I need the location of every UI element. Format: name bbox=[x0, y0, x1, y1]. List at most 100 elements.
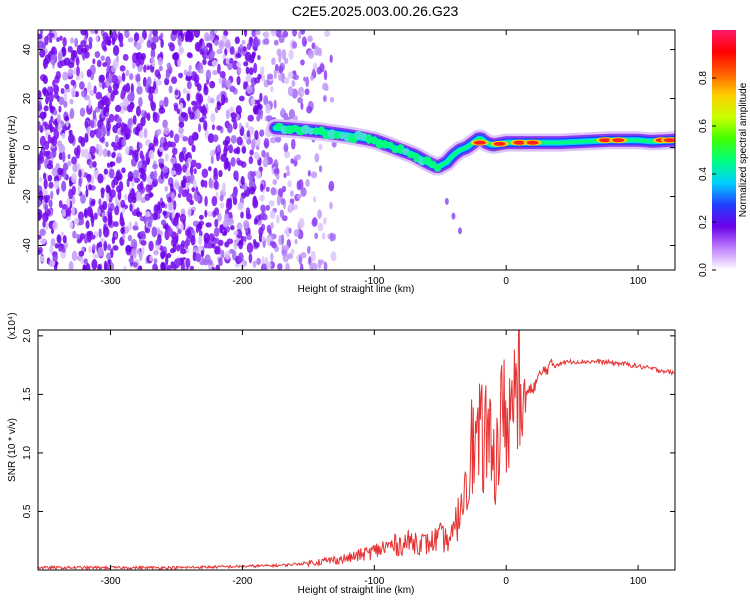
noise-blob bbox=[186, 175, 192, 183]
noise-blob bbox=[217, 212, 222, 222]
noise-blob bbox=[38, 190, 43, 201]
noise-blob bbox=[94, 51, 101, 58]
noise-blob bbox=[175, 163, 182, 173]
noise-blob bbox=[133, 32, 140, 42]
noise-blob bbox=[219, 70, 226, 79]
noise-blob bbox=[71, 172, 77, 184]
snr-x-tick-label: -300 bbox=[101, 576, 121, 587]
noise-blob bbox=[276, 195, 281, 206]
noise-blob bbox=[62, 162, 69, 171]
noise-blob bbox=[62, 125, 68, 132]
noise-blob bbox=[256, 257, 261, 266]
noise-blob bbox=[151, 226, 158, 238]
snr-y-tick-label: 2.0 bbox=[22, 328, 33, 342]
noise-blob bbox=[245, 74, 252, 83]
noise-blob bbox=[176, 257, 181, 266]
noise-blob bbox=[46, 194, 51, 201]
noise-blob bbox=[148, 32, 152, 41]
noise-blob bbox=[140, 116, 146, 127]
noise-blob bbox=[323, 217, 327, 225]
noise-blob bbox=[38, 155, 45, 164]
noise-blob bbox=[132, 115, 137, 125]
noise-blob bbox=[202, 58, 207, 66]
noise-blob bbox=[75, 91, 79, 98]
signal-peak-core bbox=[599, 138, 612, 143]
noise-blob bbox=[261, 255, 265, 266]
noise-blob bbox=[106, 252, 112, 260]
noise-blob bbox=[152, 263, 158, 270]
noise-blob bbox=[76, 65, 80, 77]
figure-title: C2E5.2025.003.00.26.G23 bbox=[292, 3, 459, 19]
noise-blob bbox=[221, 94, 226, 106]
noise-blob bbox=[309, 261, 314, 270]
noise-blob bbox=[270, 222, 274, 230]
noise-blob bbox=[229, 46, 235, 55]
noise-blob bbox=[178, 72, 184, 79]
noise-blob bbox=[135, 105, 141, 117]
noise-blob bbox=[53, 84, 59, 95]
noise-blob bbox=[102, 61, 108, 68]
noise-blob bbox=[182, 136, 189, 142]
noise-blob bbox=[173, 179, 180, 190]
noise-blob bbox=[307, 49, 315, 59]
noise-blob bbox=[63, 57, 71, 66]
noise-blob bbox=[43, 59, 47, 70]
noise-blob bbox=[276, 173, 280, 180]
noise-blob bbox=[314, 232, 319, 240]
noise-blob bbox=[211, 243, 216, 249]
noise-blob bbox=[148, 192, 154, 198]
noise-blob bbox=[85, 263, 91, 270]
noise-blob bbox=[207, 133, 215, 144]
noise-blob bbox=[283, 142, 289, 153]
noise-blob bbox=[109, 189, 116, 198]
noise-blob bbox=[222, 139, 229, 146]
noise-blob bbox=[184, 239, 189, 250]
noise-blob bbox=[83, 258, 88, 265]
noise-blob bbox=[323, 261, 328, 270]
noise-blob bbox=[226, 39, 231, 49]
noise-blob bbox=[138, 96, 143, 108]
noise-blob bbox=[163, 96, 169, 108]
noise-blob bbox=[98, 228, 102, 238]
noise-blob bbox=[125, 146, 130, 155]
noise-blob bbox=[160, 38, 164, 48]
noise-blob bbox=[171, 30, 178, 36]
noise-blob bbox=[44, 203, 49, 212]
noise-blob bbox=[139, 251, 143, 262]
noise-blob bbox=[58, 152, 63, 161]
noise-blob bbox=[292, 74, 300, 81]
noise-blob bbox=[237, 66, 242, 75]
noise-blob bbox=[153, 250, 159, 256]
noise-blob bbox=[80, 40, 87, 48]
noise-blob bbox=[67, 68, 74, 77]
noise-blob bbox=[63, 100, 68, 108]
noise-blob bbox=[54, 243, 59, 249]
noise-blob bbox=[121, 206, 126, 214]
noise-blob bbox=[329, 232, 334, 242]
noise-blob bbox=[189, 111, 195, 120]
noise-blob bbox=[296, 193, 302, 199]
noise-blob bbox=[292, 204, 299, 210]
noise-blob bbox=[77, 185, 81, 195]
noise-blob bbox=[269, 240, 276, 247]
colorbar-tick-label: 0.0 bbox=[698, 263, 709, 277]
noise-blob bbox=[275, 30, 282, 38]
noise-blob bbox=[137, 80, 141, 87]
spectrogram-x-tick-label: 100 bbox=[630, 276, 647, 287]
noise-blob bbox=[58, 200, 63, 209]
noise-blob bbox=[90, 30, 96, 34]
noise-blob bbox=[54, 180, 60, 190]
noise-blob bbox=[220, 153, 227, 162]
noise-blob bbox=[58, 105, 62, 113]
noise-blob bbox=[310, 74, 314, 81]
noise-blob bbox=[305, 76, 310, 88]
noise-blob bbox=[285, 262, 290, 270]
noise-blob bbox=[238, 122, 242, 130]
noise-blob bbox=[94, 30, 99, 35]
noise-blob bbox=[114, 206, 120, 216]
noise-blob bbox=[263, 38, 270, 45]
noise-blob bbox=[194, 41, 200, 52]
noise-blob bbox=[271, 57, 276, 66]
noise-blob bbox=[48, 199, 53, 208]
noise-blob bbox=[42, 172, 47, 180]
